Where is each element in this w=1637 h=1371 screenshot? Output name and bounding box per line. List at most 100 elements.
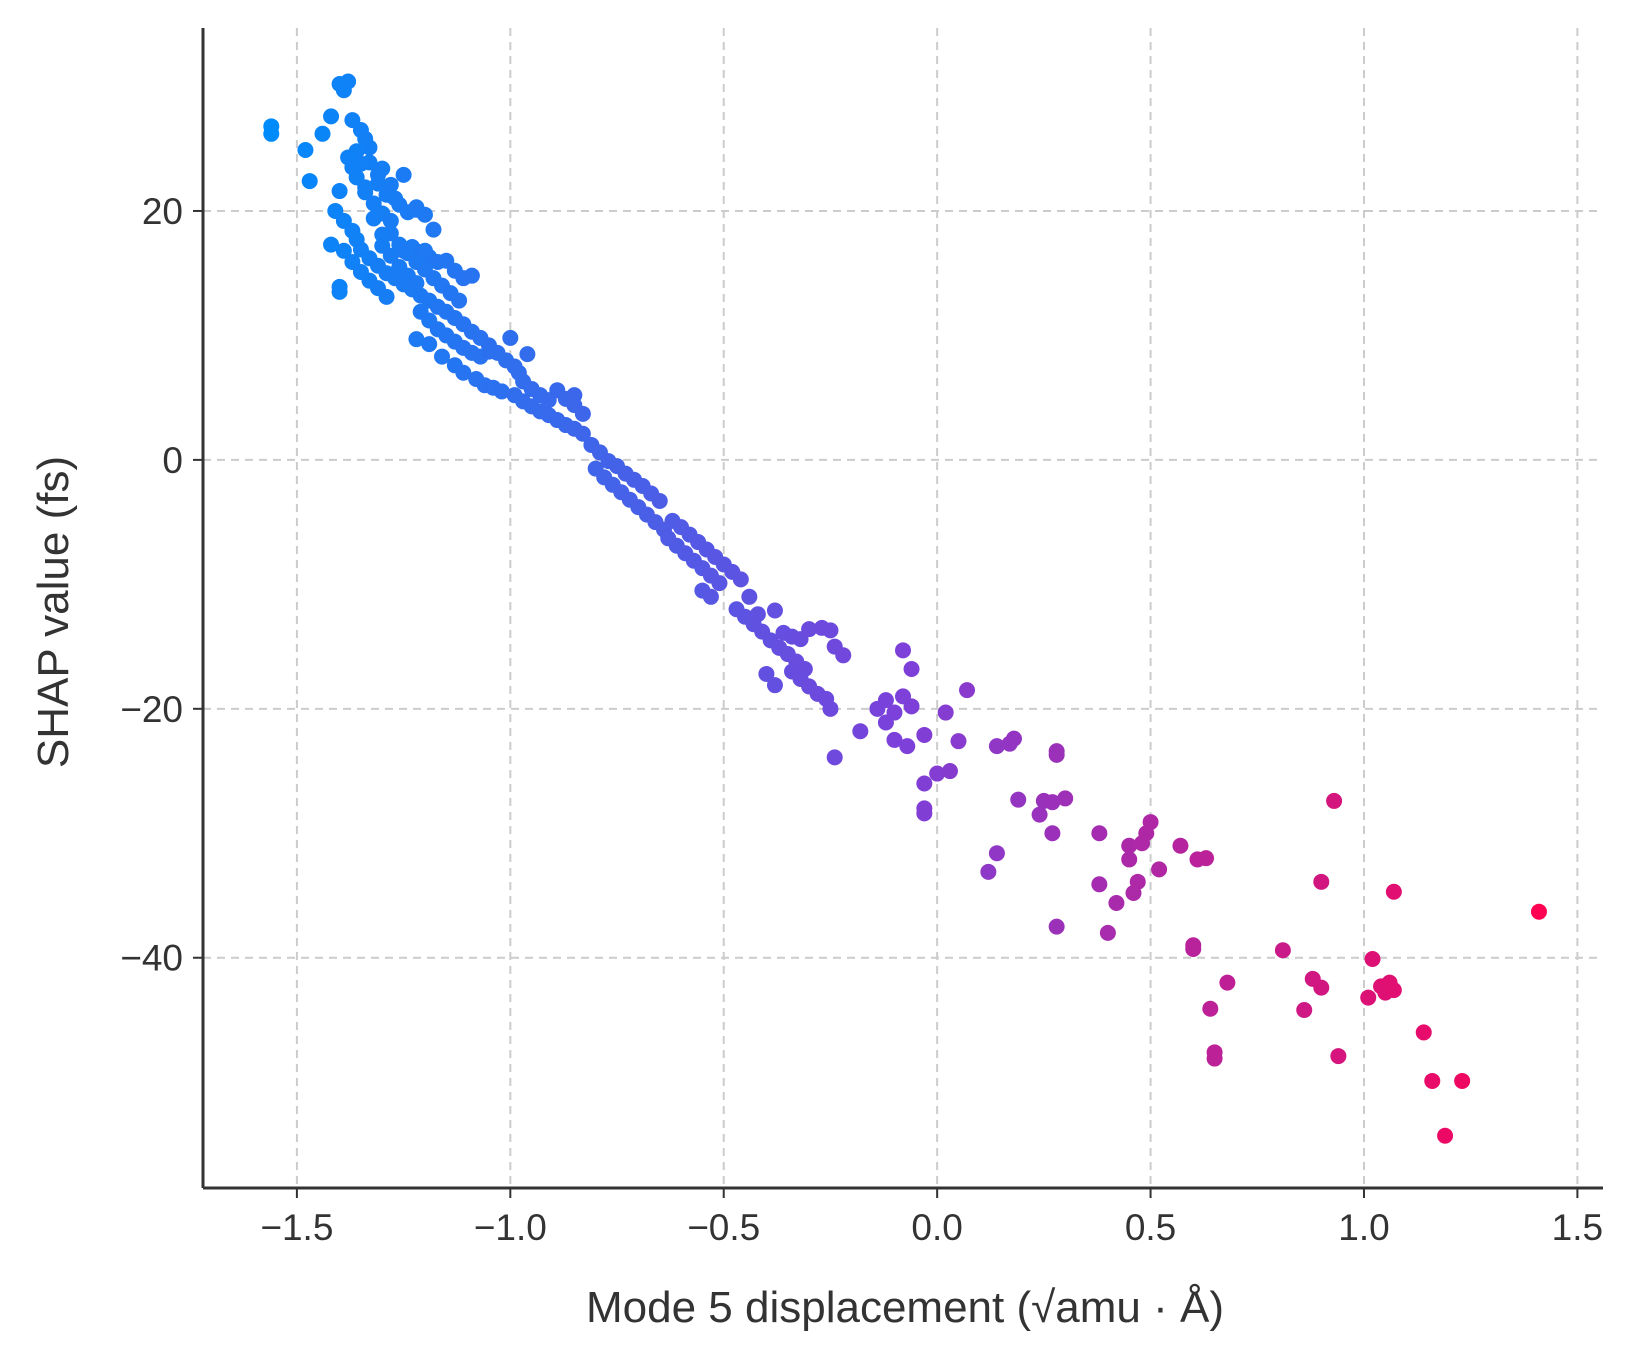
data-point (331, 283, 348, 300)
data-point (950, 733, 967, 750)
data-point (826, 749, 843, 766)
data-point (980, 863, 997, 880)
data-point (1330, 1048, 1347, 1065)
data-point (702, 588, 719, 605)
data-point (1057, 790, 1074, 807)
x-tick-label: 0.5 (1125, 1207, 1176, 1248)
data-point (301, 173, 318, 190)
data-point (1185, 941, 1202, 958)
data-points (263, 73, 1547, 1144)
data-point (344, 159, 361, 176)
data-point (835, 647, 852, 664)
data-point (1129, 873, 1146, 890)
data-point (361, 139, 378, 156)
data-point (741, 588, 758, 605)
y-axis-label: SHAP value (fs) (29, 456, 78, 768)
data-point (1048, 746, 1065, 763)
data-point (801, 621, 818, 638)
data-point (1274, 942, 1291, 959)
data-point (651, 492, 668, 509)
data-point (1454, 1072, 1471, 1089)
data-point (378, 288, 395, 305)
data-point (323, 108, 340, 125)
x-tick-label: −0.5 (687, 1207, 760, 1248)
data-point (1530, 903, 1547, 920)
x-tick-label: 1.0 (1338, 1207, 1389, 1248)
data-point (408, 275, 425, 292)
data-point (1099, 924, 1116, 941)
data-point (1005, 730, 1022, 747)
data-point (1048, 918, 1065, 935)
data-point (1313, 979, 1330, 996)
data-point (937, 704, 954, 721)
data-point (916, 805, 933, 822)
data-point (916, 775, 933, 792)
data-point (711, 575, 728, 592)
data-point (331, 183, 348, 200)
data-point (263, 125, 280, 142)
y-tick-label: 0 (162, 440, 183, 481)
data-point (988, 845, 1005, 862)
y-tick-label: −20 (120, 689, 183, 730)
data-point (766, 677, 783, 694)
data-point (1296, 1002, 1313, 1019)
grid (203, 28, 1603, 1188)
data-point (502, 329, 519, 346)
data-point (566, 387, 583, 404)
data-point (929, 765, 946, 782)
data-point (1364, 950, 1381, 967)
data-point (463, 267, 480, 284)
data-point (1044, 825, 1061, 842)
data-point (1044, 794, 1061, 811)
data-point (1415, 1024, 1432, 1041)
data-point (877, 714, 894, 731)
data-point (374, 160, 391, 177)
data-point (1121, 851, 1138, 868)
data-point (903, 698, 920, 715)
data-point (434, 348, 451, 365)
data-point (941, 763, 958, 780)
data-point (1437, 1127, 1454, 1144)
data-point (451, 292, 468, 309)
data-point (323, 236, 340, 253)
data-point (732, 571, 749, 588)
data-point (852, 723, 869, 740)
axes (201, 28, 1603, 1190)
data-point (421, 336, 438, 353)
data-point (1326, 792, 1343, 809)
data-point (357, 179, 374, 196)
data-point (1198, 850, 1215, 867)
x-tick-label: −1.0 (474, 1207, 547, 1248)
data-point (297, 141, 314, 158)
x-tick-label: 0.0 (911, 1207, 962, 1248)
x-axis-label: Mode 5 displacement (√amu · Å) (586, 1283, 1224, 1332)
data-point (1385, 883, 1402, 900)
data-point (1172, 837, 1189, 854)
data-point (895, 642, 911, 659)
data-point (416, 242, 433, 259)
data-point (749, 606, 766, 623)
data-point (574, 425, 591, 442)
data-point (886, 731, 903, 748)
data-point (1142, 814, 1159, 831)
data-point (335, 82, 352, 99)
data-point (425, 221, 442, 238)
data-point (1151, 861, 1168, 878)
data-point (903, 660, 920, 677)
data-point (314, 125, 331, 142)
data-point (493, 383, 510, 400)
data-point (1313, 873, 1330, 890)
data-point (959, 682, 976, 699)
data-point (822, 622, 839, 639)
data-point (395, 166, 412, 183)
x-tick-label: −1.5 (260, 1207, 333, 1248)
data-point (758, 665, 775, 682)
data-point (1424, 1072, 1441, 1089)
data-point (1108, 894, 1125, 911)
data-point (378, 186, 395, 203)
data-point (370, 175, 386, 192)
data-point (408, 331, 425, 348)
data-point (1091, 876, 1108, 893)
data-point (335, 242, 352, 259)
